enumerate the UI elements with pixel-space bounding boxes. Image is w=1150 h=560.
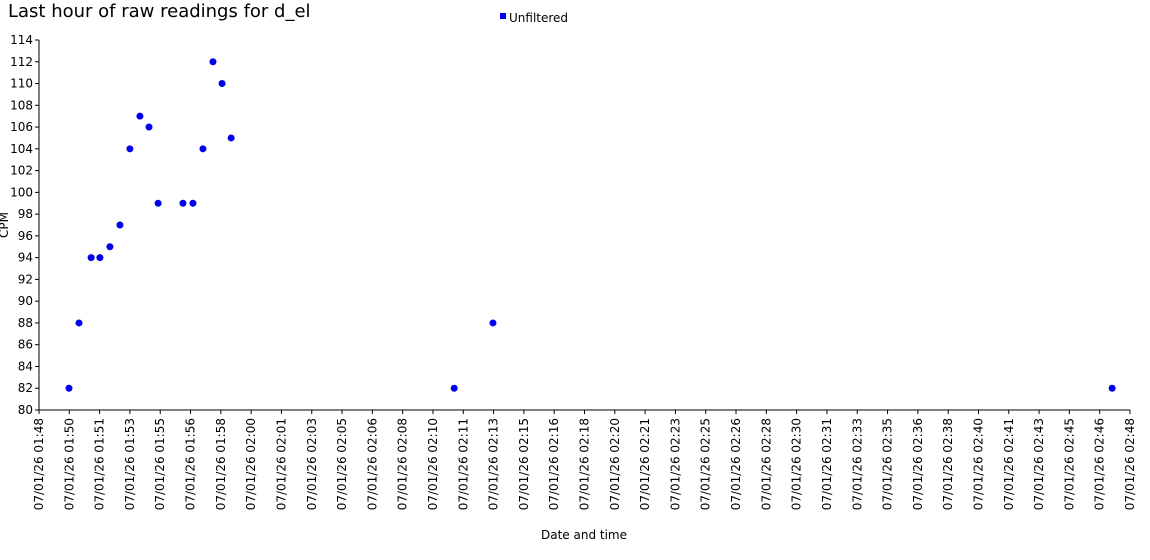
data-point bbox=[209, 58, 217, 66]
data-point bbox=[450, 384, 458, 392]
x-tick-label: 07/01/26 02:05 bbox=[335, 418, 349, 510]
x-tick-label: 07/01/26 02:08 bbox=[396, 418, 410, 510]
x-tick-label: 07/01/26 02:35 bbox=[881, 418, 895, 510]
x-tick-label: 07/01/26 01:48 bbox=[32, 418, 46, 510]
data-point bbox=[154, 199, 162, 207]
x-tick-label: 07/01/26 02:45 bbox=[1062, 418, 1076, 510]
legend-swatch bbox=[500, 13, 506, 19]
y-tick-label: 96 bbox=[18, 229, 33, 243]
y-tick-label: 80 bbox=[18, 403, 33, 417]
x-axis-label: Date and time bbox=[541, 528, 627, 542]
chart-title: Last hour of raw readings for d_el bbox=[8, 1, 311, 22]
data-point bbox=[87, 254, 95, 262]
x-tick-label: 07/01/26 01:53 bbox=[123, 418, 137, 510]
data-point bbox=[179, 199, 187, 207]
data-point bbox=[75, 319, 83, 327]
y-tick-label: 100 bbox=[10, 185, 33, 199]
data-point bbox=[116, 221, 124, 229]
x-tick-label: 07/01/26 02:00 bbox=[244, 418, 258, 510]
y-tick-label: 84 bbox=[18, 359, 33, 373]
y-tick-label: 90 bbox=[18, 294, 33, 308]
x-tick-label: 07/01/26 02:25 bbox=[699, 418, 713, 510]
x-tick-label: 07/01/26 02:36 bbox=[911, 418, 925, 510]
x-tick-label: 07/01/26 01:50 bbox=[62, 418, 76, 510]
data-point bbox=[136, 112, 144, 120]
x-tick-label: 07/01/26 02:23 bbox=[668, 418, 682, 510]
y-tick-label: 86 bbox=[18, 338, 33, 352]
y-tick-label: 104 bbox=[10, 142, 33, 156]
x-tick-label: 07/01/26 02:13 bbox=[487, 418, 501, 510]
x-tick-label: 07/01/26 02:48 bbox=[1123, 418, 1137, 510]
y-tick-label: 110 bbox=[10, 77, 33, 91]
x-tick-label: 07/01/26 02:26 bbox=[729, 418, 743, 510]
data-point bbox=[106, 243, 114, 251]
x-tick-label: 07/01/26 02:46 bbox=[1093, 418, 1107, 510]
x-tick-label: 07/01/26 02:11 bbox=[456, 418, 470, 510]
x-tick-label: 07/01/26 02:33 bbox=[850, 418, 864, 510]
y-tick-label: 114 bbox=[10, 33, 33, 47]
x-tick-label: 07/01/26 02:30 bbox=[790, 418, 804, 510]
data-point bbox=[199, 145, 207, 153]
y-tick-label: 92 bbox=[18, 272, 33, 286]
legend-label: Unfiltered bbox=[509, 11, 568, 25]
x-tick-label: 07/01/26 02:15 bbox=[517, 418, 531, 510]
x-tick-label: 07/01/26 02:21 bbox=[638, 418, 652, 510]
data-point bbox=[65, 384, 73, 392]
y-tick-label: 88 bbox=[18, 316, 33, 330]
data-point bbox=[1108, 384, 1116, 392]
x-tick-label: 07/01/26 02:38 bbox=[941, 418, 955, 510]
x-tick-label: 07/01/26 02:16 bbox=[547, 418, 561, 510]
x-tick-label: 07/01/26 02:06 bbox=[365, 418, 379, 510]
y-tick-label: 94 bbox=[18, 251, 33, 265]
x-tick-label: 07/01/26 02:10 bbox=[426, 418, 440, 510]
x-tick-label: 07/01/26 01:51 bbox=[93, 418, 107, 510]
x-tick-label: 07/01/26 01:58 bbox=[214, 418, 228, 510]
x-tick-label: 07/01/26 02:01 bbox=[274, 418, 288, 510]
x-tick-label: 07/01/26 02:03 bbox=[305, 418, 319, 510]
data-point bbox=[96, 254, 104, 262]
x-tick-label: 07/01/26 02:28 bbox=[759, 418, 773, 510]
x-tick-label: 07/01/26 01:56 bbox=[184, 418, 198, 510]
x-tick-label: 07/01/26 02:31 bbox=[820, 418, 834, 510]
y-tick-label: 102 bbox=[10, 164, 33, 178]
data-point bbox=[145, 123, 153, 131]
data-point bbox=[189, 199, 197, 207]
y-tick-label: 108 bbox=[10, 98, 33, 112]
x-tick-label: 07/01/26 02:40 bbox=[971, 418, 985, 510]
x-tick-label: 07/01/26 01:55 bbox=[153, 418, 167, 510]
data-point bbox=[489, 319, 497, 327]
y-tick-label: 98 bbox=[18, 207, 33, 221]
data-point bbox=[126, 145, 134, 153]
y-tick-label: 112 bbox=[10, 55, 33, 69]
x-tick-label: 07/01/26 02:43 bbox=[1032, 418, 1046, 510]
data-point bbox=[218, 80, 226, 88]
x-tick-label: 07/01/26 02:41 bbox=[1002, 418, 1016, 510]
y-axis-label: CPM bbox=[0, 212, 11, 238]
x-tick-label: 07/01/26 02:18 bbox=[578, 418, 592, 510]
y-tick-label: 106 bbox=[10, 120, 33, 134]
y-tick-label: 82 bbox=[18, 381, 33, 395]
x-tick-label: 07/01/26 02:20 bbox=[608, 418, 622, 510]
data-point bbox=[227, 134, 235, 142]
